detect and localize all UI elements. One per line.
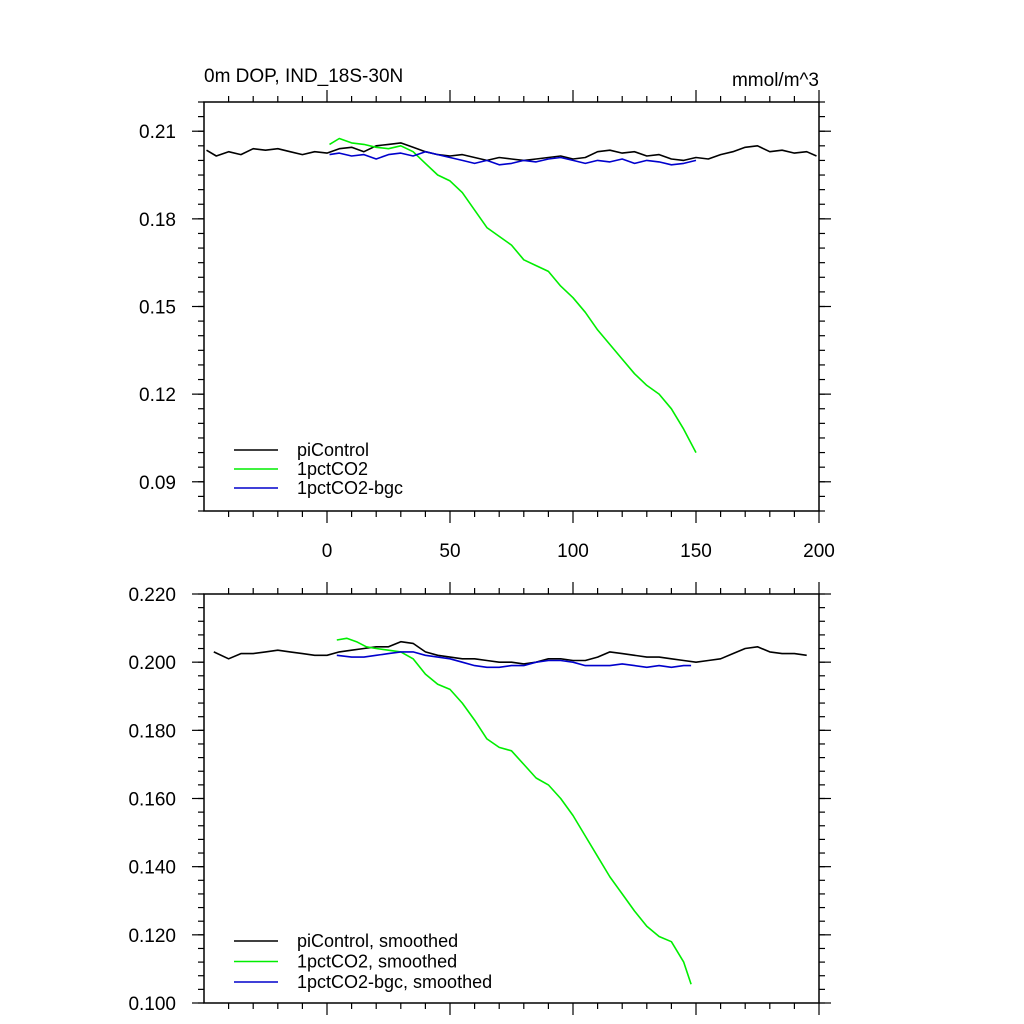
top-x-tick-label: 150 <box>680 541 712 562</box>
top-series-lines <box>206 137 817 453</box>
top-panel: 0m DOP, IND_18S-30N mmol/m^3 0 50 100 150 20… <box>139 66 835 562</box>
bottom-series-lines <box>213 637 807 985</box>
bottom-series-line-0 <box>213 640 807 665</box>
bottom-axes: 0.100 0.120 0.140 0.160 0.180 0.200 0.220 <box>128 582 831 1015</box>
top-legend-label: piControl <box>297 440 369 460</box>
top-series-line-1 <box>329 137 697 453</box>
top-axes: 0 50 100 150 200 0.09 0.12 0.15 0.18 0.21 <box>139 90 835 562</box>
top-y-tick-label: 0.15 <box>139 298 176 319</box>
top-chart-title: 0m DOP, IND_18S-30N <box>204 66 403 87</box>
top-series-line-0 <box>206 142 817 162</box>
top-x-tick-label: 200 <box>803 541 835 562</box>
bottom-y-tick-label: 0.220 <box>128 585 176 606</box>
bottom-y-tick-label: 0.120 <box>128 926 176 947</box>
bottom-y-tick-label: 0.180 <box>128 721 176 742</box>
top-y-tick-label: 0.12 <box>139 385 176 406</box>
top-y-tick-label: 0.21 <box>139 122 176 143</box>
bottom-y-tick-label: 0.100 <box>128 994 176 1015</box>
bottom-series-line-2 <box>336 651 692 669</box>
top-x-tick-label: 0 <box>322 541 333 562</box>
top-legend-label: 1pctCO2 <box>297 459 368 479</box>
bottom-y-tick-label: 0.160 <box>128 790 176 811</box>
top-x-tick-label: 100 <box>557 541 589 562</box>
top-series-line-2 <box>329 150 697 166</box>
bottom-legend-label: piControl, smoothed <box>297 931 458 951</box>
bottom-legend-label: 1pctCO2, smoothed <box>297 952 457 972</box>
top-y-tick-label: 0.18 <box>139 210 176 231</box>
bottom-y-tick-label: 0.140 <box>128 858 176 879</box>
bottom-series-line-1 <box>336 637 692 985</box>
top-x-tick-label: 50 <box>439 541 460 562</box>
bottom-y-tick-label: 0.200 <box>128 653 176 674</box>
top-chart-units: mmol/m^3 <box>732 70 819 91</box>
top-legend-label: 1pctCO2-bgc <box>297 478 403 498</box>
top-y-tick-label: 0.09 <box>139 473 176 494</box>
bottom-legend-label: 1pctCO2-bgc, smoothed <box>297 972 492 992</box>
bottom-panel: 0.100 0.120 0.140 0.160 0.180 0.200 0.220 piCo… <box>128 582 831 1015</box>
